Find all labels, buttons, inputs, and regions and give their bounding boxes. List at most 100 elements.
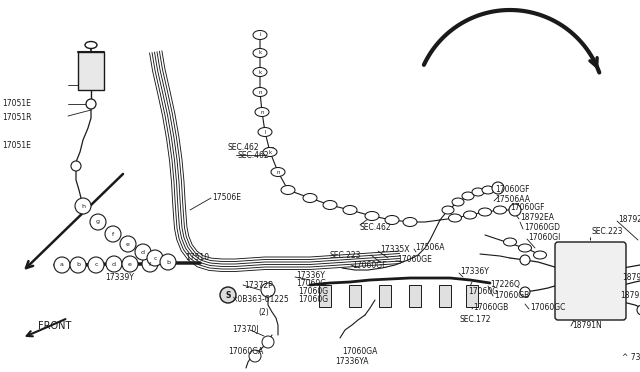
Text: SEC.172: SEC.172 [460,315,492,324]
Circle shape [70,257,86,273]
Text: 17051E: 17051E [2,141,31,150]
Bar [439,285,451,307]
Text: FRONT: FRONT [38,321,72,331]
Ellipse shape [303,193,317,202]
Text: n: n [276,170,280,174]
Text: 17060G: 17060G [298,288,328,296]
Ellipse shape [518,244,531,252]
Ellipse shape [493,206,506,214]
Ellipse shape [449,214,461,222]
Ellipse shape [343,205,357,215]
Text: 17060GI: 17060GI [528,234,561,243]
Circle shape [220,287,236,303]
Text: f: f [112,231,114,237]
Circle shape [54,257,70,273]
Ellipse shape [253,87,267,96]
Ellipse shape [253,48,267,58]
Text: 18792E: 18792E [618,215,640,224]
Circle shape [249,350,261,362]
Text: a: a [60,263,64,267]
Text: 17506A: 17506A [415,244,445,253]
Text: 17335X: 17335X [380,246,410,254]
Ellipse shape [271,167,285,176]
Circle shape [106,256,122,272]
Text: SEC.223: SEC.223 [330,250,362,260]
Circle shape [122,256,138,272]
Circle shape [88,257,104,273]
Circle shape [71,161,81,171]
Circle shape [86,99,96,109]
Text: S: S [225,291,230,299]
Text: 18792EA: 18792EA [520,214,554,222]
Text: c: c [153,256,157,260]
Circle shape [160,254,176,270]
Text: 17060GF: 17060GF [495,186,529,195]
Ellipse shape [263,148,277,157]
Text: 17506AA: 17506AA [495,196,530,205]
Circle shape [142,256,158,272]
Bar [409,285,421,307]
Ellipse shape [482,186,494,194]
Text: 17226Q: 17226Q [490,280,520,289]
Ellipse shape [281,186,295,195]
Circle shape [90,214,106,230]
Text: 17060G: 17060G [468,288,498,296]
Text: n: n [259,90,262,94]
Ellipse shape [452,198,464,206]
Ellipse shape [442,206,454,214]
Circle shape [520,287,530,297]
Text: k: k [259,70,262,74]
Text: 17510: 17510 [185,253,209,263]
Circle shape [637,305,640,315]
Circle shape [78,201,88,211]
Text: 18791NA: 18791NA [622,273,640,282]
Text: 17060GB: 17060GB [473,304,508,312]
Text: 17060GA: 17060GA [228,347,264,356]
Bar [349,285,361,307]
Text: d: d [141,250,145,254]
Text: 17336YA: 17336YA [335,357,369,366]
Text: 17060G: 17060G [298,295,328,305]
Text: (2): (2) [258,308,269,317]
Text: SEC.462: SEC.462 [237,151,269,160]
Text: k: k [268,150,271,154]
Bar [379,285,391,307]
FancyBboxPatch shape [555,242,626,320]
Text: 17060GF: 17060GF [510,203,545,212]
Circle shape [75,198,91,214]
Text: 17060G: 17060G [296,279,326,289]
Text: 17339Y: 17339Y [105,273,134,282]
Circle shape [105,226,121,242]
Ellipse shape [253,31,267,39]
Ellipse shape [479,208,492,216]
Text: h: h [81,203,85,208]
Ellipse shape [462,192,474,200]
Ellipse shape [472,188,484,196]
Text: 17051R: 17051R [2,113,31,122]
Text: 18791N: 18791N [572,321,602,330]
Ellipse shape [385,215,399,224]
Text: 17060GD: 17060GD [524,224,560,232]
Ellipse shape [323,201,337,209]
Bar [466,285,478,307]
Text: e: e [126,241,130,247]
Circle shape [147,250,163,266]
Text: e: e [128,262,132,266]
Text: SEC.223: SEC.223 [592,228,623,237]
Text: 17370J: 17370J [232,326,259,334]
Circle shape [135,244,151,260]
Ellipse shape [85,42,97,48]
Text: l: l [264,129,266,135]
Text: 17060GE: 17060GE [397,256,432,264]
Text: 17336Y: 17336Y [460,267,489,276]
Text: n: n [260,109,264,115]
Ellipse shape [504,238,516,246]
Text: i: i [259,32,260,38]
Text: 17336Y: 17336Y [296,272,325,280]
Text: d: d [112,262,116,266]
Circle shape [509,204,521,216]
Text: SEC.462: SEC.462 [360,224,392,232]
Text: SEC.462: SEC.462 [228,142,260,151]
Ellipse shape [534,251,547,259]
Ellipse shape [403,218,417,227]
